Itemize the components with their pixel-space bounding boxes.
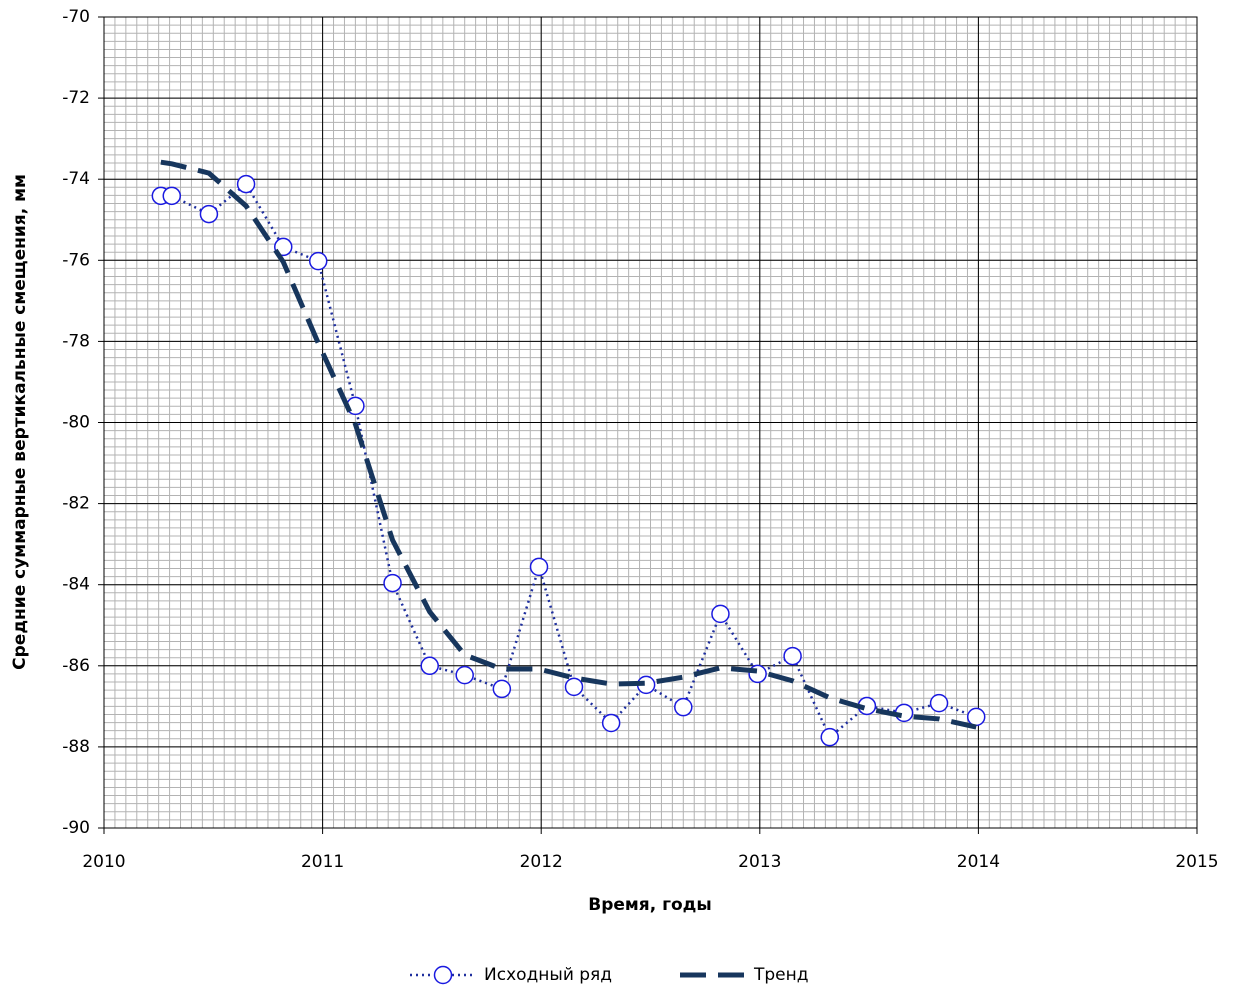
data-point — [529, 557, 549, 577]
y-tick-label: -80 — [62, 413, 90, 433]
data-point — [929, 693, 949, 713]
x-tick-label: 2014 — [957, 852, 1000, 872]
y-tick-label: -76 — [62, 250, 90, 270]
legend-marker — [433, 965, 453, 985]
y-tick-label: -78 — [62, 331, 90, 351]
data-point — [236, 174, 256, 194]
data-point — [162, 186, 182, 206]
data-point — [383, 573, 402, 593]
data-point — [420, 656, 439, 676]
data-point — [748, 664, 767, 684]
data-point — [455, 665, 474, 685]
y-tick-label: -72 — [62, 88, 90, 108]
y-axis-label: Средние суммарные вертикальные смещения,… — [10, 174, 30, 670]
legend-label: Исходный ряд — [484, 965, 612, 985]
y-tick-label: -82 — [62, 494, 90, 514]
data-point — [199, 204, 219, 224]
data-point — [564, 677, 584, 697]
y-tick-label: -86 — [62, 656, 90, 676]
series-line — [160, 159, 977, 730]
x-tick-label: 2010 — [82, 852, 125, 872]
x-tick-label: 2015 — [1175, 852, 1218, 872]
data-point — [966, 707, 986, 727]
legend-label: Тренд — [753, 965, 809, 985]
y-tick-label: -88 — [62, 737, 90, 757]
x-tick-label: 2012 — [520, 852, 563, 872]
y-tick-label: -90 — [62, 818, 90, 838]
plot-border — [103, 16, 1198, 829]
data-point — [820, 727, 840, 747]
y-tick-label: -70 — [62, 7, 90, 27]
data-point — [601, 713, 621, 733]
x-tick-label: 2013 — [738, 852, 781, 872]
y-tick-label: -74 — [62, 169, 90, 189]
data-point — [783, 646, 802, 666]
data-point — [674, 697, 693, 717]
y-tick-label: -84 — [62, 575, 90, 595]
x-axis-label: Время, годы — [588, 895, 712, 915]
x-tick-label: 2011 — [301, 852, 344, 872]
data-point — [711, 604, 730, 624]
data-point — [492, 679, 512, 699]
data-point — [308, 251, 328, 271]
